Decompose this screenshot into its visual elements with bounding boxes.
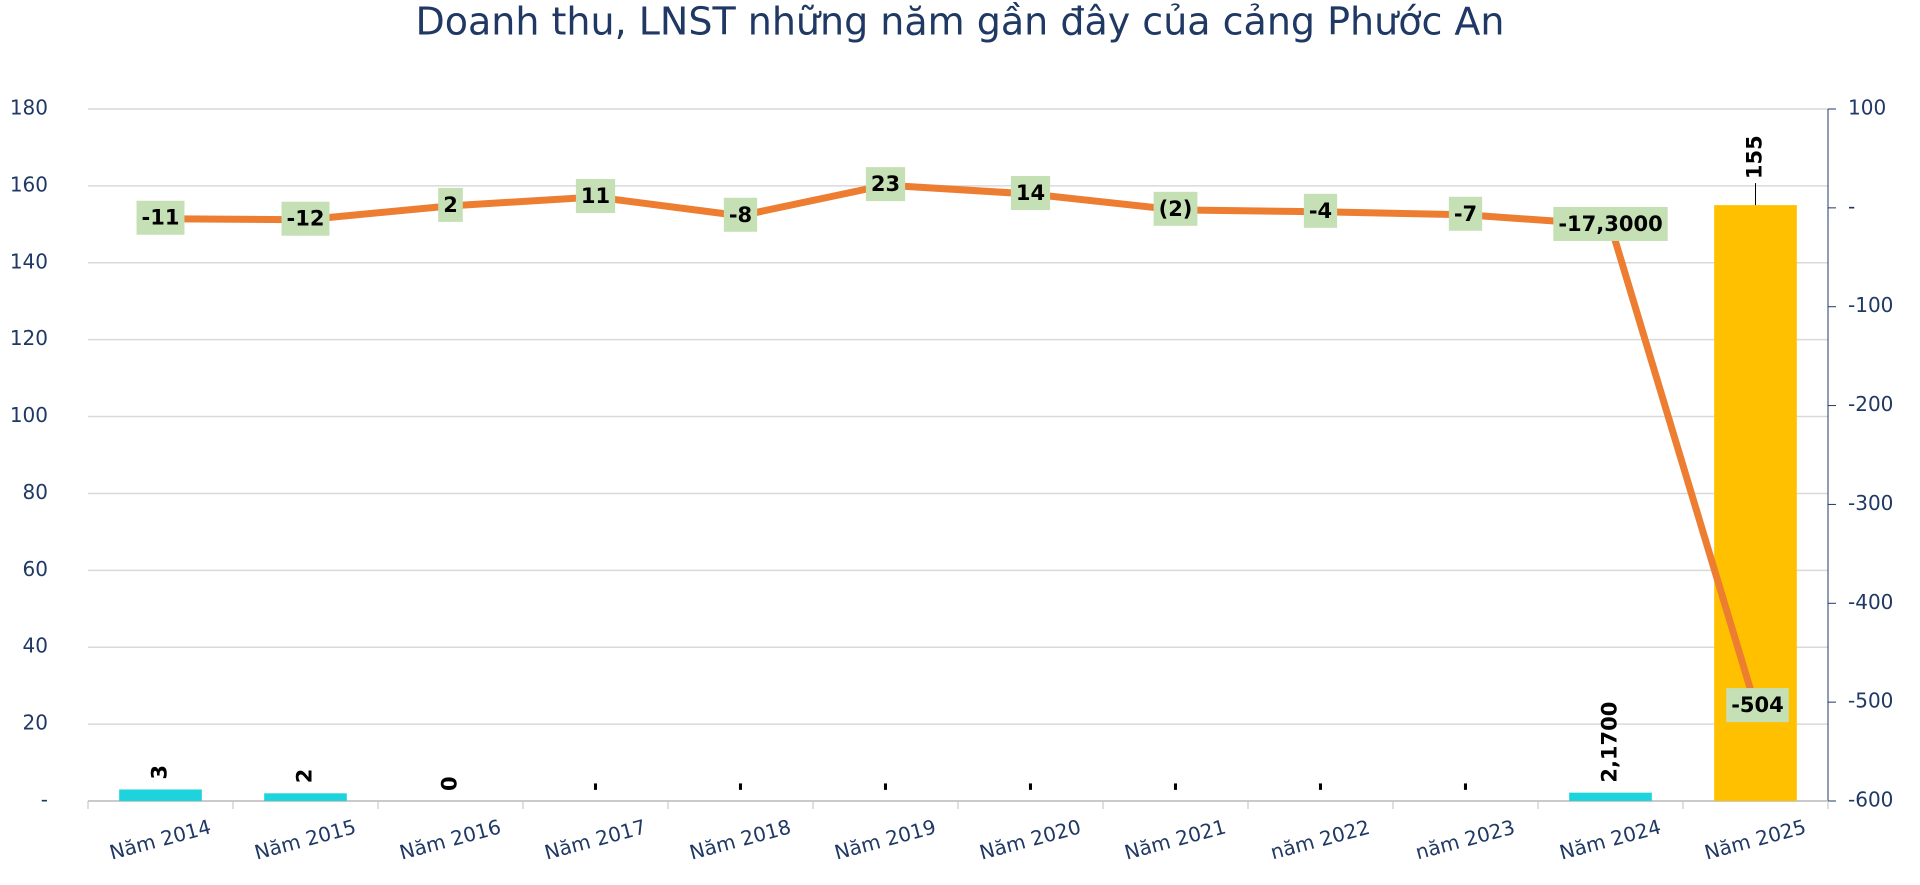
y-tick-label: 120 [10, 326, 48, 350]
y2-tick-label: -200 [1848, 392, 1893, 416]
y-tick-label: 60 [23, 557, 48, 581]
chart-title: Doanh thu, LNST những năm gần đây của cả… [415, 0, 1504, 44]
y2-tick-label: -600 [1848, 788, 1893, 812]
x-tick-label: Năm 2015 [252, 815, 359, 865]
label-bg [1010, 176, 1051, 211]
y2-tick-label: -500 [1848, 689, 1893, 713]
data-label: - [1453, 782, 1477, 791]
x-tick-label: Năm 2018 [687, 815, 794, 865]
data-label: 155 [1743, 135, 1767, 179]
y-tick-label: 100 [10, 403, 48, 427]
label-bg [438, 187, 463, 222]
x-tick-label: Năm 2016 [397, 815, 504, 865]
data-label-box: -504 [1726, 688, 1789, 723]
data-label: - [1018, 782, 1042, 791]
label-bg [281, 201, 330, 236]
data-label: -7 [1454, 202, 1477, 226]
x-tick-label: năm 2022 [1268, 815, 1372, 864]
y-tick-label: 180 [10, 96, 48, 120]
x-tick-label: Năm 2020 [977, 815, 1084, 865]
data-label: 2,1700 [1598, 702, 1622, 783]
bar [119, 789, 202, 801]
x-tick-label: Năm 2024 [1557, 815, 1664, 865]
data-label: - [583, 782, 607, 791]
bar [1569, 792, 1652, 801]
y2-tick-label: - [1848, 194, 1855, 218]
data-label: -4 [1309, 199, 1332, 223]
y-tick-label: - [41, 788, 48, 812]
data-label-box: 23 [865, 167, 906, 202]
data-label: -504 [1731, 693, 1784, 717]
label-bg [1553, 206, 1668, 241]
y2-tick-label: -100 [1848, 293, 1893, 317]
data-label: - [728, 782, 752, 791]
y-tick-label: 20 [23, 711, 48, 735]
data-label-box: -12 [281, 201, 330, 236]
data-label-box: -11 [136, 200, 185, 235]
line [160, 181, 1759, 708]
data-label: -12 [287, 207, 325, 231]
y2-tick-label: -400 [1848, 590, 1893, 614]
data-label: -8 [729, 203, 752, 227]
data-label: (2) [1159, 197, 1193, 221]
y-tick-label: 160 [10, 172, 48, 196]
data-label-box: 2 [438, 187, 463, 222]
data-label: 2 [443, 193, 458, 217]
bar [264, 793, 347, 801]
x-tick-label: Năm 2017 [542, 815, 649, 865]
data-label: - [1308, 782, 1332, 791]
data-label-box: (2) [1153, 191, 1198, 226]
label-bg [1448, 196, 1483, 231]
data-label-box: 11 [575, 178, 616, 213]
x-tick-label: Năm 2014 [107, 815, 214, 865]
data-label: - [873, 782, 897, 791]
label-bg [1303, 193, 1338, 228]
data-label: 3 [148, 765, 172, 780]
y2-tick-label: 100 [1848, 96, 1886, 120]
x-tick-label: năm 2023 [1413, 815, 1517, 864]
label-bg [136, 200, 185, 235]
y-tick-label: 140 [10, 249, 48, 273]
data-label: 2 [293, 769, 317, 784]
data-label-box: -7 [1448, 196, 1483, 231]
data-label: 11 [581, 184, 610, 208]
x-tick-label: Năm 2021 [1122, 815, 1229, 865]
label-bg [1153, 191, 1198, 226]
data-label-box: -4 [1303, 193, 1338, 228]
y2-tick-label: -300 [1848, 491, 1893, 515]
data-label: 0 [438, 776, 462, 791]
data-label-box: 14 [1010, 176, 1051, 211]
label-bg [575, 178, 616, 213]
grid [88, 108, 1828, 802]
data-label: -17,3000 [1558, 212, 1662, 236]
x-tick-label: Năm 2025 [1702, 815, 1809, 865]
label-bg [723, 197, 758, 232]
x-tick-label: Năm 2019 [832, 815, 939, 865]
data-label: 23 [871, 172, 900, 196]
data-label-box: -8 [723, 197, 758, 232]
data-label-box: -17,3000 [1553, 206, 1668, 241]
data-label: - [1163, 782, 1187, 791]
label-bg [865, 167, 906, 202]
data-label: 14 [1016, 181, 1045, 205]
label-bg [1726, 688, 1789, 723]
y-tick-label: 40 [23, 634, 48, 658]
y-tick-label: 80 [23, 480, 48, 504]
data-label: -11 [142, 206, 180, 230]
